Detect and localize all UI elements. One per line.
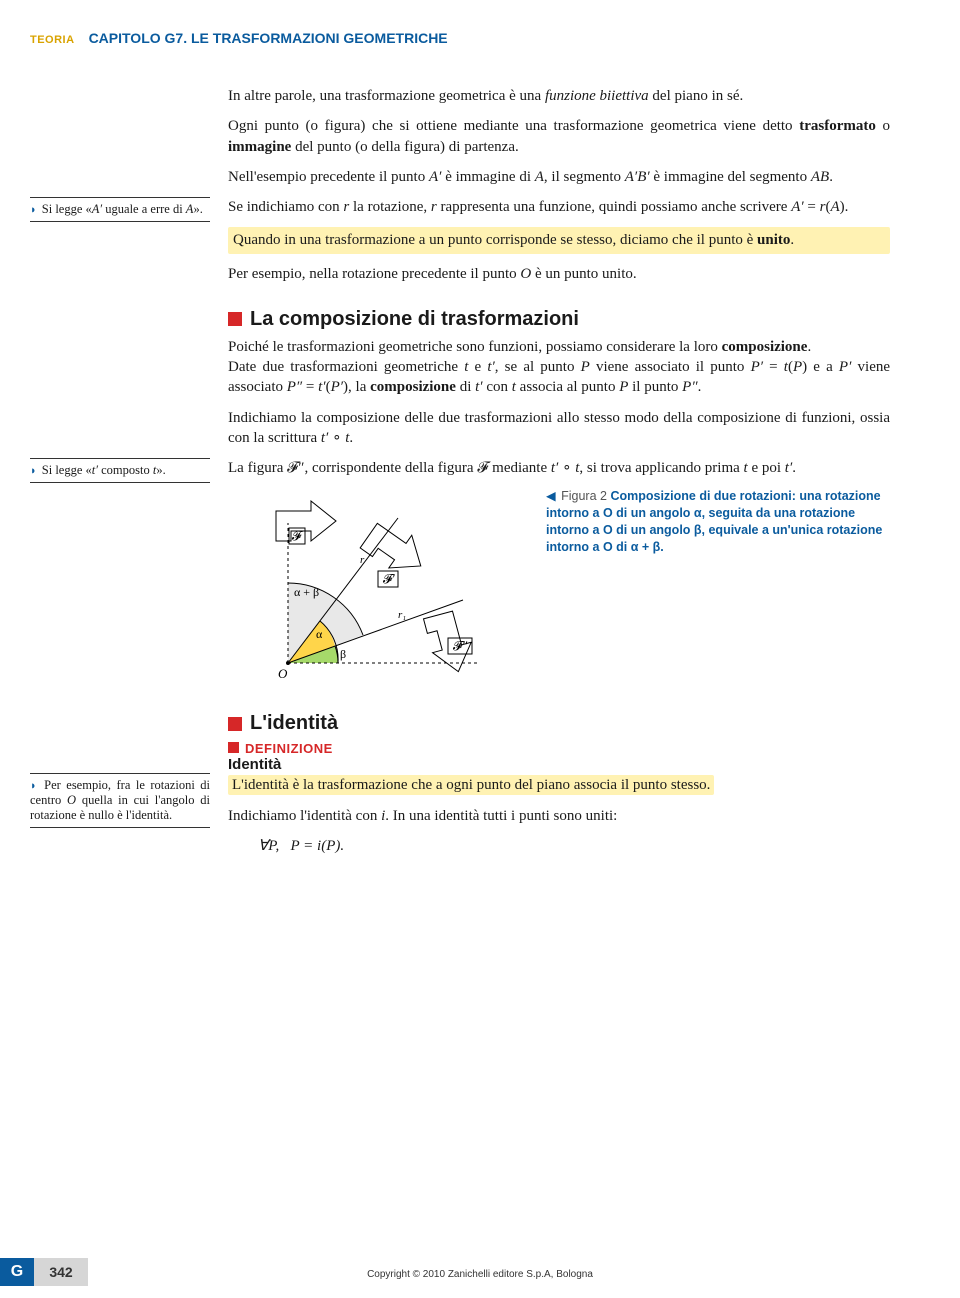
svg-text:𝓕″: 𝓕″	[453, 638, 468, 653]
definition-title: Identità	[228, 756, 890, 773]
triangle-left-icon: ◀	[546, 489, 556, 503]
svg-text:𝓕′: 𝓕′	[383, 571, 396, 586]
figure-row: O	[228, 488, 890, 688]
svg-text:r₁: r₁	[398, 609, 406, 621]
square-icon	[228, 717, 242, 731]
copyright: Copyright © 2010 Zanichelli editore S.p.…	[0, 1269, 960, 1280]
paragraph: Indichiamo l'identità con i. In una iden…	[228, 806, 890, 826]
definition-label: DEFINIZIONE	[245, 741, 333, 756]
paragraph: Nell'esempio precedente il punto A′ è im…	[228, 167, 890, 187]
paragraph: Se indichiamo con r la rotazione, r rapp…	[228, 197, 890, 217]
bullet-icon: ◗	[30, 780, 37, 792]
margin-note: ◗ Per esempio, fra le rotazioni di centr…	[30, 773, 210, 828]
square-icon	[228, 312, 242, 326]
svg-text:O: O	[278, 666, 288, 681]
margin-note: ◗ Si legge «t′ composto t».	[30, 458, 210, 483]
chapter-title: CAPITOLO G7. LE TRASFORMAZIONI GEOMETRIC…	[89, 30, 448, 46]
paragraph: In altre parole, una trasformazione geom…	[228, 86, 890, 106]
section-heading: L'identità	[228, 712, 890, 735]
svg-text:α: α	[316, 627, 323, 641]
math-line: ∀P, P = i(P).	[228, 836, 890, 856]
paragraph: Poiché le trasformazioni geometriche son…	[228, 337, 890, 398]
svg-text:𝓕: 𝓕	[292, 528, 304, 543]
figure-2-svg: O	[228, 488, 528, 688]
paragraph: Indichiamo la composizione delle due tra…	[228, 408, 890, 449]
svg-text:α + β: α + β	[294, 585, 319, 599]
definition-body: L'identità è la trasformazione che a ogn…	[228, 775, 890, 795]
figure-caption: ◀ Figura 2 Composizione di due rotazioni…	[546, 488, 890, 556]
teoria-label: TEORIA	[30, 34, 75, 46]
highlight-box: Quando in una trasformazione a un punto …	[228, 227, 890, 253]
svg-text:r: r	[360, 554, 365, 566]
paragraph: La figura 𝓕″, corrispondente della figur…	[228, 458, 890, 478]
bullet-icon: ◗	[30, 204, 37, 216]
svg-text:β: β	[340, 647, 346, 661]
section-heading: La composizione di trasformazioni	[228, 308, 890, 331]
bullet-icon: ◗	[30, 465, 37, 477]
section-title: L'identità	[250, 712, 338, 735]
section-title: La composizione di trasformazioni	[250, 308, 579, 331]
square-icon	[228, 742, 239, 753]
paragraph: Per esempio, nella rotazione precedente …	[228, 264, 890, 284]
paragraph: Ogni punto (o figura) che si ottiene med…	[228, 116, 890, 157]
margin-note: ◗ Si legge «A′ uguale a erre di A».	[30, 197, 210, 222]
running-header: TEORIA CAPITOLO G7. LE TRASFORMAZIONI GE…	[30, 30, 890, 46]
